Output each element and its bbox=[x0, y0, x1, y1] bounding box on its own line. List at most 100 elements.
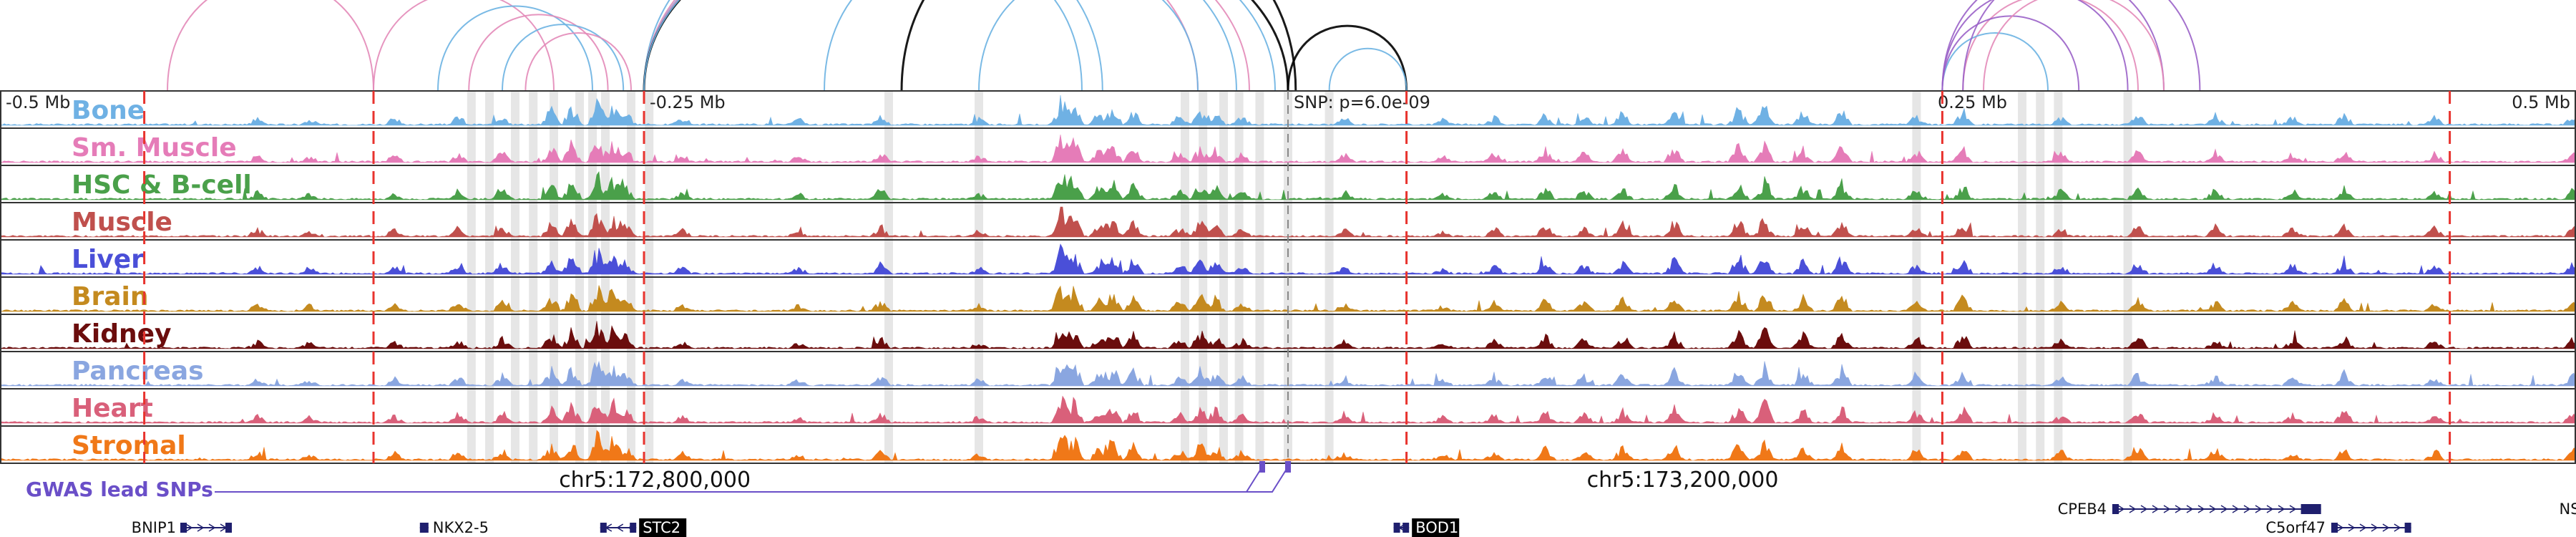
track-signal bbox=[0, 285, 2576, 312]
chromatin-loop bbox=[1962, 0, 2139, 92]
gene-stc2: STC2 bbox=[600, 518, 687, 537]
axis-tick-label: -0.25 Mb bbox=[650, 92, 726, 112]
chromatin-loop bbox=[1941, 32, 2049, 92]
chromatin-loop bbox=[824, 0, 1083, 92]
strand-chevron bbox=[2371, 523, 2379, 532]
chromatin-loop bbox=[1941, 0, 2165, 92]
gwas-snp-marker bbox=[1285, 461, 1291, 473]
gene-exon bbox=[600, 523, 607, 533]
track-heart: Heart bbox=[0, 388, 2576, 424]
strand-chevron bbox=[208, 523, 216, 532]
gene-label: NKX2-5 bbox=[433, 519, 489, 536]
strand-chevron bbox=[2348, 523, 2356, 532]
chromatin-loop bbox=[900, 0, 1297, 92]
position-axis: -0.5 Mb -0.25 Mb SNP: p=6.0e-09 0.25 Mb 0.5 … bbox=[6, 92, 2570, 112]
track-label: Muscle bbox=[72, 208, 172, 237]
chromatin-loop bbox=[468, 14, 609, 92]
track-signal bbox=[0, 206, 2576, 238]
gene-exon bbox=[2112, 504, 2119, 514]
strand-chevron bbox=[2394, 523, 2401, 532]
gene-exon bbox=[2301, 504, 2321, 514]
strand-chevron bbox=[2382, 523, 2390, 532]
chromatin-loop bbox=[978, 0, 1199, 92]
gene-label: STC2 bbox=[643, 519, 680, 536]
chromatin-loop bbox=[1962, 0, 2201, 92]
gene-label: BOD1 bbox=[1415, 519, 1458, 536]
track-signal bbox=[0, 95, 2576, 126]
track-signal bbox=[0, 321, 2576, 349]
axis-tick-label: SNP: p=6.0e-09 bbox=[1294, 92, 1430, 112]
strand-chevron bbox=[616, 523, 624, 532]
track-label: Stromal bbox=[72, 431, 186, 460]
axis-tick-label: -0.5 Mb bbox=[6, 92, 70, 112]
track-label: Kidney bbox=[72, 319, 172, 349]
strand-chevron bbox=[2255, 505, 2263, 513]
strand-chevron bbox=[2152, 505, 2160, 513]
gene-label: CPEB4 bbox=[2058, 500, 2107, 518]
axis-tick-label: 0.25 Mb bbox=[1938, 92, 2007, 112]
coordinate-label: chr5:173,200,000 bbox=[1587, 468, 1779, 493]
chromatin-loop bbox=[643, 0, 1199, 92]
gwas-label: GWAS lead SNPs bbox=[26, 478, 213, 501]
gene-annotations: BNIP1 NKX2-5 STC2 BOD1 CPEB4 C5orf47 NSG2 bbox=[132, 500, 2576, 537]
strand-chevron bbox=[2117, 505, 2125, 513]
chromatin-loop bbox=[1983, 0, 2165, 92]
strand-chevron bbox=[197, 523, 205, 532]
strand-chevron bbox=[2163, 505, 2171, 513]
region-boundaries bbox=[143, 91, 2451, 463]
track-signal bbox=[0, 243, 2576, 275]
strand-chevron bbox=[2359, 523, 2367, 532]
gene-exon bbox=[1402, 523, 1410, 533]
chromatin-loop bbox=[643, 0, 1103, 92]
track-stromal: Stromal bbox=[0, 425, 2576, 461]
gene-exon bbox=[1393, 523, 1400, 533]
gene-bod1: BOD1 bbox=[1393, 518, 1460, 537]
gene-exon bbox=[2404, 523, 2411, 533]
track-signal bbox=[0, 135, 2576, 163]
chromatin-loop bbox=[1287, 24, 1408, 92]
strand-chevron bbox=[2175, 505, 2182, 513]
track-label: HSC & B-cell bbox=[72, 170, 252, 200]
gene-exon bbox=[421, 523, 429, 533]
strand-chevron bbox=[185, 523, 193, 532]
gene-nkx2-5: NKX2-5 bbox=[419, 519, 489, 536]
track-label: Liver bbox=[72, 245, 144, 274]
axis-tick-label: 0.5 Mb bbox=[2512, 92, 2570, 112]
chromatin-loop bbox=[643, 0, 1250, 92]
gene-cpeb4: CPEB4 bbox=[2058, 500, 2321, 518]
coordinate-label: chr5:172,800,000 bbox=[559, 468, 751, 493]
gene-label-background bbox=[639, 518, 687, 537]
gene-exon bbox=[225, 523, 232, 533]
chromatin-loop bbox=[643, 0, 1237, 92]
track-label: Heart bbox=[72, 394, 153, 423]
coordinate-labels: chr5:172,800,000 chr5:173,200,000 bbox=[559, 468, 1778, 493]
gene-label-background bbox=[1412, 518, 1460, 537]
strand-chevron bbox=[2278, 505, 2285, 513]
chromatin-loop bbox=[1941, 15, 2080, 92]
strand-chevron bbox=[2186, 505, 2194, 513]
strand-chevron bbox=[2266, 505, 2274, 513]
gwas-lead-snps: GWAS lead SNPs bbox=[26, 461, 1291, 501]
chromatin-loop bbox=[437, 5, 593, 92]
chromatin-loop bbox=[1328, 47, 1407, 92]
strand-chevron bbox=[2232, 505, 2240, 513]
chromatin-loop bbox=[525, 32, 632, 92]
gene-exon bbox=[630, 523, 637, 533]
strand-chevron bbox=[2336, 523, 2344, 532]
strand-chevron bbox=[2209, 505, 2217, 513]
gene-label: BNIP1 bbox=[132, 519, 176, 536]
strand-chevron bbox=[2243, 505, 2251, 513]
track-muscle: Muscle bbox=[0, 202, 2576, 238]
gwas-connector bbox=[215, 466, 1289, 493]
track-signal bbox=[0, 395, 2576, 424]
gene-exon bbox=[180, 523, 187, 533]
strand-chevron bbox=[2140, 505, 2148, 513]
signal-tracks: Bone Sm. Muscle HSC & B-cell Muscle Liver Bra… bbox=[0, 90, 2576, 464]
chromatin-loop bbox=[1941, 0, 2129, 92]
gwas-snp-marker bbox=[1259, 461, 1265, 473]
track-signal bbox=[0, 360, 2576, 387]
track-signal bbox=[0, 430, 2576, 461]
strand-chevron bbox=[2129, 505, 2137, 513]
track-signal bbox=[0, 171, 2576, 200]
